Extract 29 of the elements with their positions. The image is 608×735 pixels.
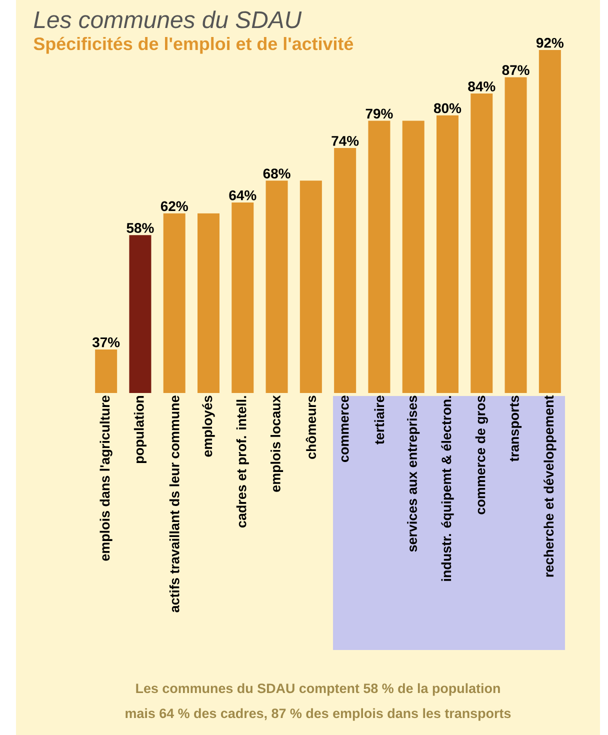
- x-tick-label: industr. équipemt & électron.: [441, 396, 454, 581]
- x-tick-label: tertiaire: [374, 396, 384, 444]
- data-label: 37%: [92, 337, 120, 348]
- text: mais 64 % des cadres, 87 % des emplois dans les transports: [126, 708, 511, 721]
- data-label: 84%: [468, 81, 496, 92]
- data-label: 64%: [229, 190, 256, 200]
- text: Les communes du SDAU comptent 58 % de la population: [136, 683, 500, 696]
- x-tick-label: recherche et développement: [544, 395, 556, 577]
- x-tick-label: services aux entreprises: [407, 396, 420, 552]
- data-label: 79%: [366, 108, 393, 119]
- x-tick-label: commerce de gros: [475, 396, 488, 514]
- x-tick-label: transports: [510, 396, 522, 462]
- x-tick-label: actifs travaillant ds leur commune: [169, 396, 180, 612]
- chart-subtitle: Spécificités de l'emploi et de l'activité: [34, 36, 354, 54]
- chart-title: Les communes du SDAU: [34, 10, 302, 28]
- data-label: 74%: [332, 136, 359, 146]
- data-label: 87%: [502, 65, 530, 76]
- x-tick-label: cadres et prof. intell.: [236, 396, 249, 528]
- x-tick-label: population: [134, 396, 146, 464]
- x-tick-label: emplois dans l'agriculture: [100, 396, 112, 561]
- x-tick-label: commerce: [341, 396, 349, 462]
- data-label: 92%: [536, 38, 564, 48]
- x-tick-label: emplois locaux: [270, 395, 284, 492]
- x-tick-label: employés: [202, 396, 215, 457]
- data-label: 58%: [126, 223, 154, 233]
- data-label: 62%: [160, 201, 188, 212]
- data-label: 80%: [434, 103, 462, 114]
- data-label: 68%: [263, 168, 290, 178]
- x-tick-label: chômeurs: [306, 396, 316, 459]
